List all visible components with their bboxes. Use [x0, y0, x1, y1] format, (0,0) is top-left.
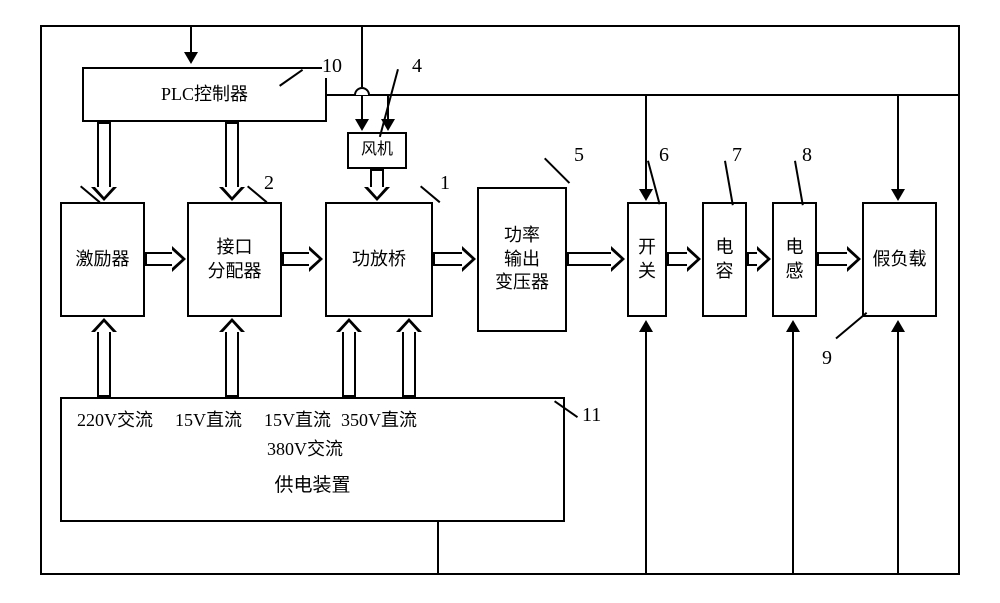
text-exciter: 激励器 — [76, 248, 130, 271]
box-transformer: 功率 输出 变压器 — [477, 187, 567, 332]
box-interface: 接口 分配器 — [187, 202, 282, 317]
slash-transformer — [544, 158, 570, 184]
box-cap: 电 容 — [702, 202, 747, 317]
num-ind: 8 — [802, 144, 812, 167]
text-plc: PLC控制器 — [161, 83, 248, 106]
num-plc: 10 — [322, 55, 342, 78]
num-power-supply: 11 — [582, 404, 601, 427]
num-cap: 7 — [732, 144, 742, 167]
line-to-fan-1a — [361, 27, 363, 87]
bridge — [354, 87, 370, 95]
text-load: 假负载 — [873, 248, 927, 271]
arrow-switch-cap — [669, 252, 687, 266]
text-switch: 开 关 — [638, 236, 656, 283]
line-top-to-load — [897, 94, 899, 194]
arrow-ps-amp-2 — [402, 332, 416, 395]
arrow-amp-transformer — [435, 252, 462, 266]
num-fan: 4 — [412, 55, 422, 78]
arrow-ps-interface — [225, 332, 239, 395]
arrow-ind-load — [819, 252, 847, 266]
num-interface: 2 — [264, 172, 274, 195]
arrowhead-bottom-to-load — [891, 320, 905, 332]
arrow-plc-exciter — [97, 124, 111, 187]
box-plc: PLC控制器 — [82, 67, 327, 122]
text-interface: 接口 分配器 — [208, 236, 262, 283]
arrowhead-top-to-switch — [639, 189, 653, 201]
num-load: 9 — [822, 347, 832, 370]
box-load: 假负载 — [862, 202, 937, 317]
num-transformer: 5 — [574, 144, 584, 167]
box-exciter: 激励器 — [60, 202, 145, 317]
txt-15vdc2: 15V直流 — [264, 409, 331, 432]
num-amp: 1 — [440, 172, 450, 195]
slash-ind — [794, 161, 804, 206]
text-transformer: 功率 输出 变压器 — [495, 224, 549, 294]
num-switch: 6 — [659, 144, 669, 167]
slash-amp — [420, 185, 440, 203]
line-bottom-to-switch — [645, 327, 647, 575]
line-ps-down — [437, 522, 439, 575]
arrowhead-bottom-to-ind — [786, 320, 800, 332]
txt-380vac: 380V交流 — [267, 438, 548, 461]
line-bottom-to-ind — [792, 327, 794, 575]
arrow-exciter-interface — [147, 252, 172, 266]
arrowhead-top-to-load — [891, 189, 905, 201]
arrow-fan-to-amp — [370, 171, 384, 187]
arrow-cap-ind — [749, 252, 757, 266]
arrow-ps-amp-1 — [342, 332, 356, 395]
txt-350vdc: 350V直流 — [341, 409, 417, 432]
arrow-interface-amp — [284, 252, 309, 266]
box-ind: 电 感 — [772, 202, 817, 317]
text-ind: 电 感 — [786, 236, 804, 283]
line-bottom — [42, 573, 960, 575]
arrow-ps-exciter — [97, 332, 111, 395]
line-plc-right — [327, 94, 960, 96]
arrow-plc-interface — [225, 124, 239, 187]
arrowhead-top-to-plc — [184, 52, 198, 64]
slash-cap — [724, 161, 734, 206]
slash-load — [835, 312, 867, 339]
text-fan: 风机 — [361, 140, 393, 161]
box-fan: 风机 — [347, 132, 407, 169]
line-top-to-switch — [645, 94, 647, 194]
line-bottom-to-load — [897, 327, 899, 575]
txt-220vac: 220V交流 — [77, 409, 153, 432]
text-amp: 功放桥 — [352, 248, 406, 271]
text-power-supply: 供电装置 — [77, 474, 548, 499]
box-amp: 功放桥 — [325, 202, 433, 317]
txt-15vdc1: 15V直流 — [175, 409, 242, 432]
arrowhead-to-fan-1 — [355, 119, 369, 131]
box-power-supply: 220V交流 15V直流 15V直流 350V直流 380V交流 供电装置 — [60, 397, 565, 522]
arrowhead-to-fan-2 — [381, 119, 395, 131]
text-cap: 电 容 — [716, 236, 734, 283]
diagram-container: PLC控制器 10 风机 4 激励器 3 接口 分配器 2 功放桥 1 功率 输… — [40, 25, 960, 575]
arrow-transformer-switch — [569, 252, 611, 266]
box-switch: 开 关 — [627, 202, 667, 317]
arrowhead-bottom-to-switch — [639, 320, 653, 332]
